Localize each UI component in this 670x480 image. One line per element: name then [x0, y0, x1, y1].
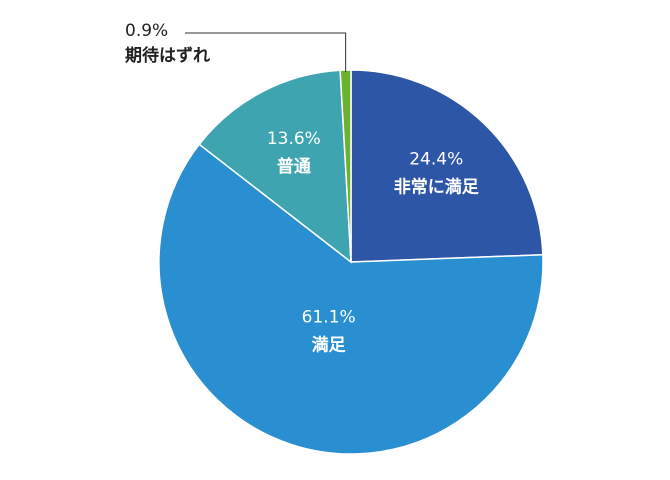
pie-slice	[158, 143, 544, 455]
value-label: 13.6%	[267, 129, 321, 149]
value-label: 0.9%	[125, 21, 168, 41]
category-label: 非常に満足	[394, 176, 479, 197]
category-label: 普通	[277, 156, 311, 177]
pie-slice	[198, 69, 352, 264]
value-label: 24.4%	[409, 149, 463, 169]
leader-line	[185, 32, 347, 73]
category-label: 満足	[312, 334, 346, 355]
pie-slice	[350, 69, 544, 263]
value-label: 61.1%	[302, 307, 356, 327]
category-label: 期待はずれ	[125, 45, 210, 66]
